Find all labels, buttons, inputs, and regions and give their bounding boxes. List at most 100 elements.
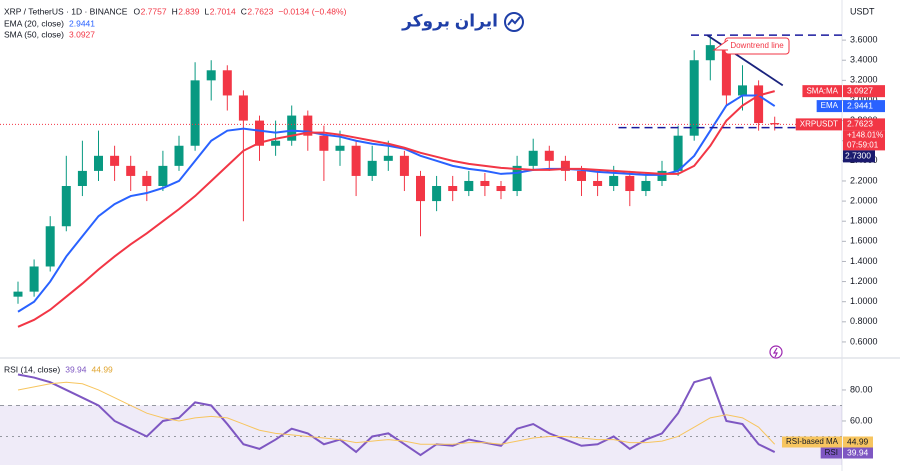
ma-line	[17, 90, 775, 328]
candle-body	[560, 160, 570, 171]
candle-body	[335, 145, 345, 151]
rsi-badge-value: 44.99	[847, 436, 869, 446]
rsi-band	[0, 405, 842, 465]
y-tick-label: 1.6000	[850, 236, 878, 246]
candle-body	[367, 160, 377, 176]
trendline	[706, 34, 784, 87]
ohlc-label: H	[172, 6, 178, 16]
y-tick-label: 80.00	[850, 384, 873, 394]
price-panel	[0, 34, 842, 328]
sma-badge-bg	[843, 85, 885, 98]
ohlc-value: 2.839	[178, 6, 200, 16]
candle-body	[399, 155, 409, 176]
legend-name: EMA (20, close)	[4, 18, 64, 28]
legend-value: 3.0927	[69, 29, 95, 39]
legend-value: 2.9441	[69, 18, 95, 28]
y-tick-label: 2.0000	[850, 195, 878, 205]
rsi-badge-name: RSI-based MA	[786, 437, 839, 446]
candle-body	[383, 155, 393, 161]
candle-body	[448, 185, 458, 192]
icon-circle	[769, 345, 783, 359]
ema-badge-name-bg	[816, 100, 842, 113]
price-badge-extra-bg	[843, 130, 885, 151]
ema-badge-name: EMA	[821, 101, 839, 110]
candle-body	[705, 45, 715, 61]
price-badge-countdown: 07:59:01	[847, 140, 879, 149]
candle-body	[287, 115, 297, 141]
candle-body	[528, 150, 538, 166]
candle-body	[593, 180, 603, 186]
overlay: 0.6000 0.8000 1.0000 1.2000 1.4000 1.6000 1.80…	[4, 6, 885, 459]
support-badge-bg	[843, 150, 875, 163]
candle-body	[126, 165, 136, 176]
candle-body	[464, 180, 474, 192]
legend-name: SMA (50, close)	[4, 29, 64, 39]
candle-body	[158, 165, 168, 186]
annotation-pointer	[712, 39, 729, 51]
price-badge-value: 2.7623	[847, 119, 873, 129]
ma-line	[17, 94, 776, 313]
rsi-badge-bg	[843, 436, 873, 448]
candle-body	[770, 123, 780, 125]
y-tick-label: 0.8000	[850, 316, 878, 326]
rsi-ma-legend-value: 44.99	[92, 364, 114, 374]
candle-body	[29, 266, 39, 292]
candle-body	[721, 45, 731, 96]
rsi-panel	[0, 373, 842, 465]
candle-body	[61, 185, 71, 227]
chart-title: XRP / TetherUS · 1D · BINANCE	[4, 6, 128, 16]
candle-body	[110, 155, 120, 166]
candle-body	[238, 95, 248, 121]
y-tick-label: 1.4000	[850, 256, 878, 266]
candle-body	[271, 140, 281, 146]
candle-body	[416, 175, 425, 202]
candle-body	[673, 135, 683, 171]
ohlc-label: L	[205, 6, 210, 16]
currency-label: USDT	[850, 6, 875, 16]
y-tick-label: 3.4000	[850, 55, 878, 65]
candle-body	[45, 226, 55, 267]
lightning-icon	[769, 345, 783, 359]
candle-body	[625, 175, 635, 192]
rsi-ma-line	[17, 381, 776, 445]
candle-body	[641, 180, 651, 192]
logo: ایران بروکر	[401, 11, 524, 32]
y-tick-label: 60.00	[850, 415, 873, 425]
rsi-title: RSI (14, close)	[4, 364, 60, 374]
candle-body	[255, 120, 264, 146]
annotation-text: Downtrend line	[730, 41, 784, 50]
y-tick-label: 3.2000	[850, 75, 878, 85]
candle-body	[480, 180, 490, 186]
rsi-line	[17, 373, 776, 457]
logo-icon	[504, 12, 524, 32]
ohlc-label: C	[241, 6, 247, 16]
candle-body	[351, 145, 361, 176]
y-tick-label: 2.2000	[850, 175, 878, 185]
rsi-legend-value: 39.94	[65, 364, 87, 374]
candle-body	[689, 60, 699, 136]
ohlc-value: 2.7014	[210, 6, 236, 16]
price-badge-bg	[843, 118, 885, 131]
y-tick-label: 1.0000	[850, 296, 878, 306]
change-label: −0.0134 (−0.48%)	[278, 6, 346, 16]
candle-body	[754, 85, 764, 124]
ohlc-value: 2.7757	[141, 6, 167, 16]
candle-body	[657, 170, 667, 181]
logo-icon-arrow	[507, 16, 521, 26]
price-badge-name-bg	[795, 118, 842, 131]
y-tick-label: 1.8000	[850, 216, 878, 226]
candle-body	[303, 115, 313, 136]
rsi-badge-bg	[843, 447, 873, 459]
icon-bolt	[772, 347, 778, 358]
candle-body	[512, 165, 522, 192]
candle-body	[609, 175, 619, 186]
candle-body	[222, 70, 232, 96]
candle-body	[13, 291, 23, 297]
candle-body	[174, 145, 184, 166]
logo-text: ایران بروکر	[401, 11, 498, 31]
candle-body	[432, 185, 442, 202]
candle-body	[319, 135, 329, 151]
y-tick-label: 3.6000	[850, 34, 878, 44]
